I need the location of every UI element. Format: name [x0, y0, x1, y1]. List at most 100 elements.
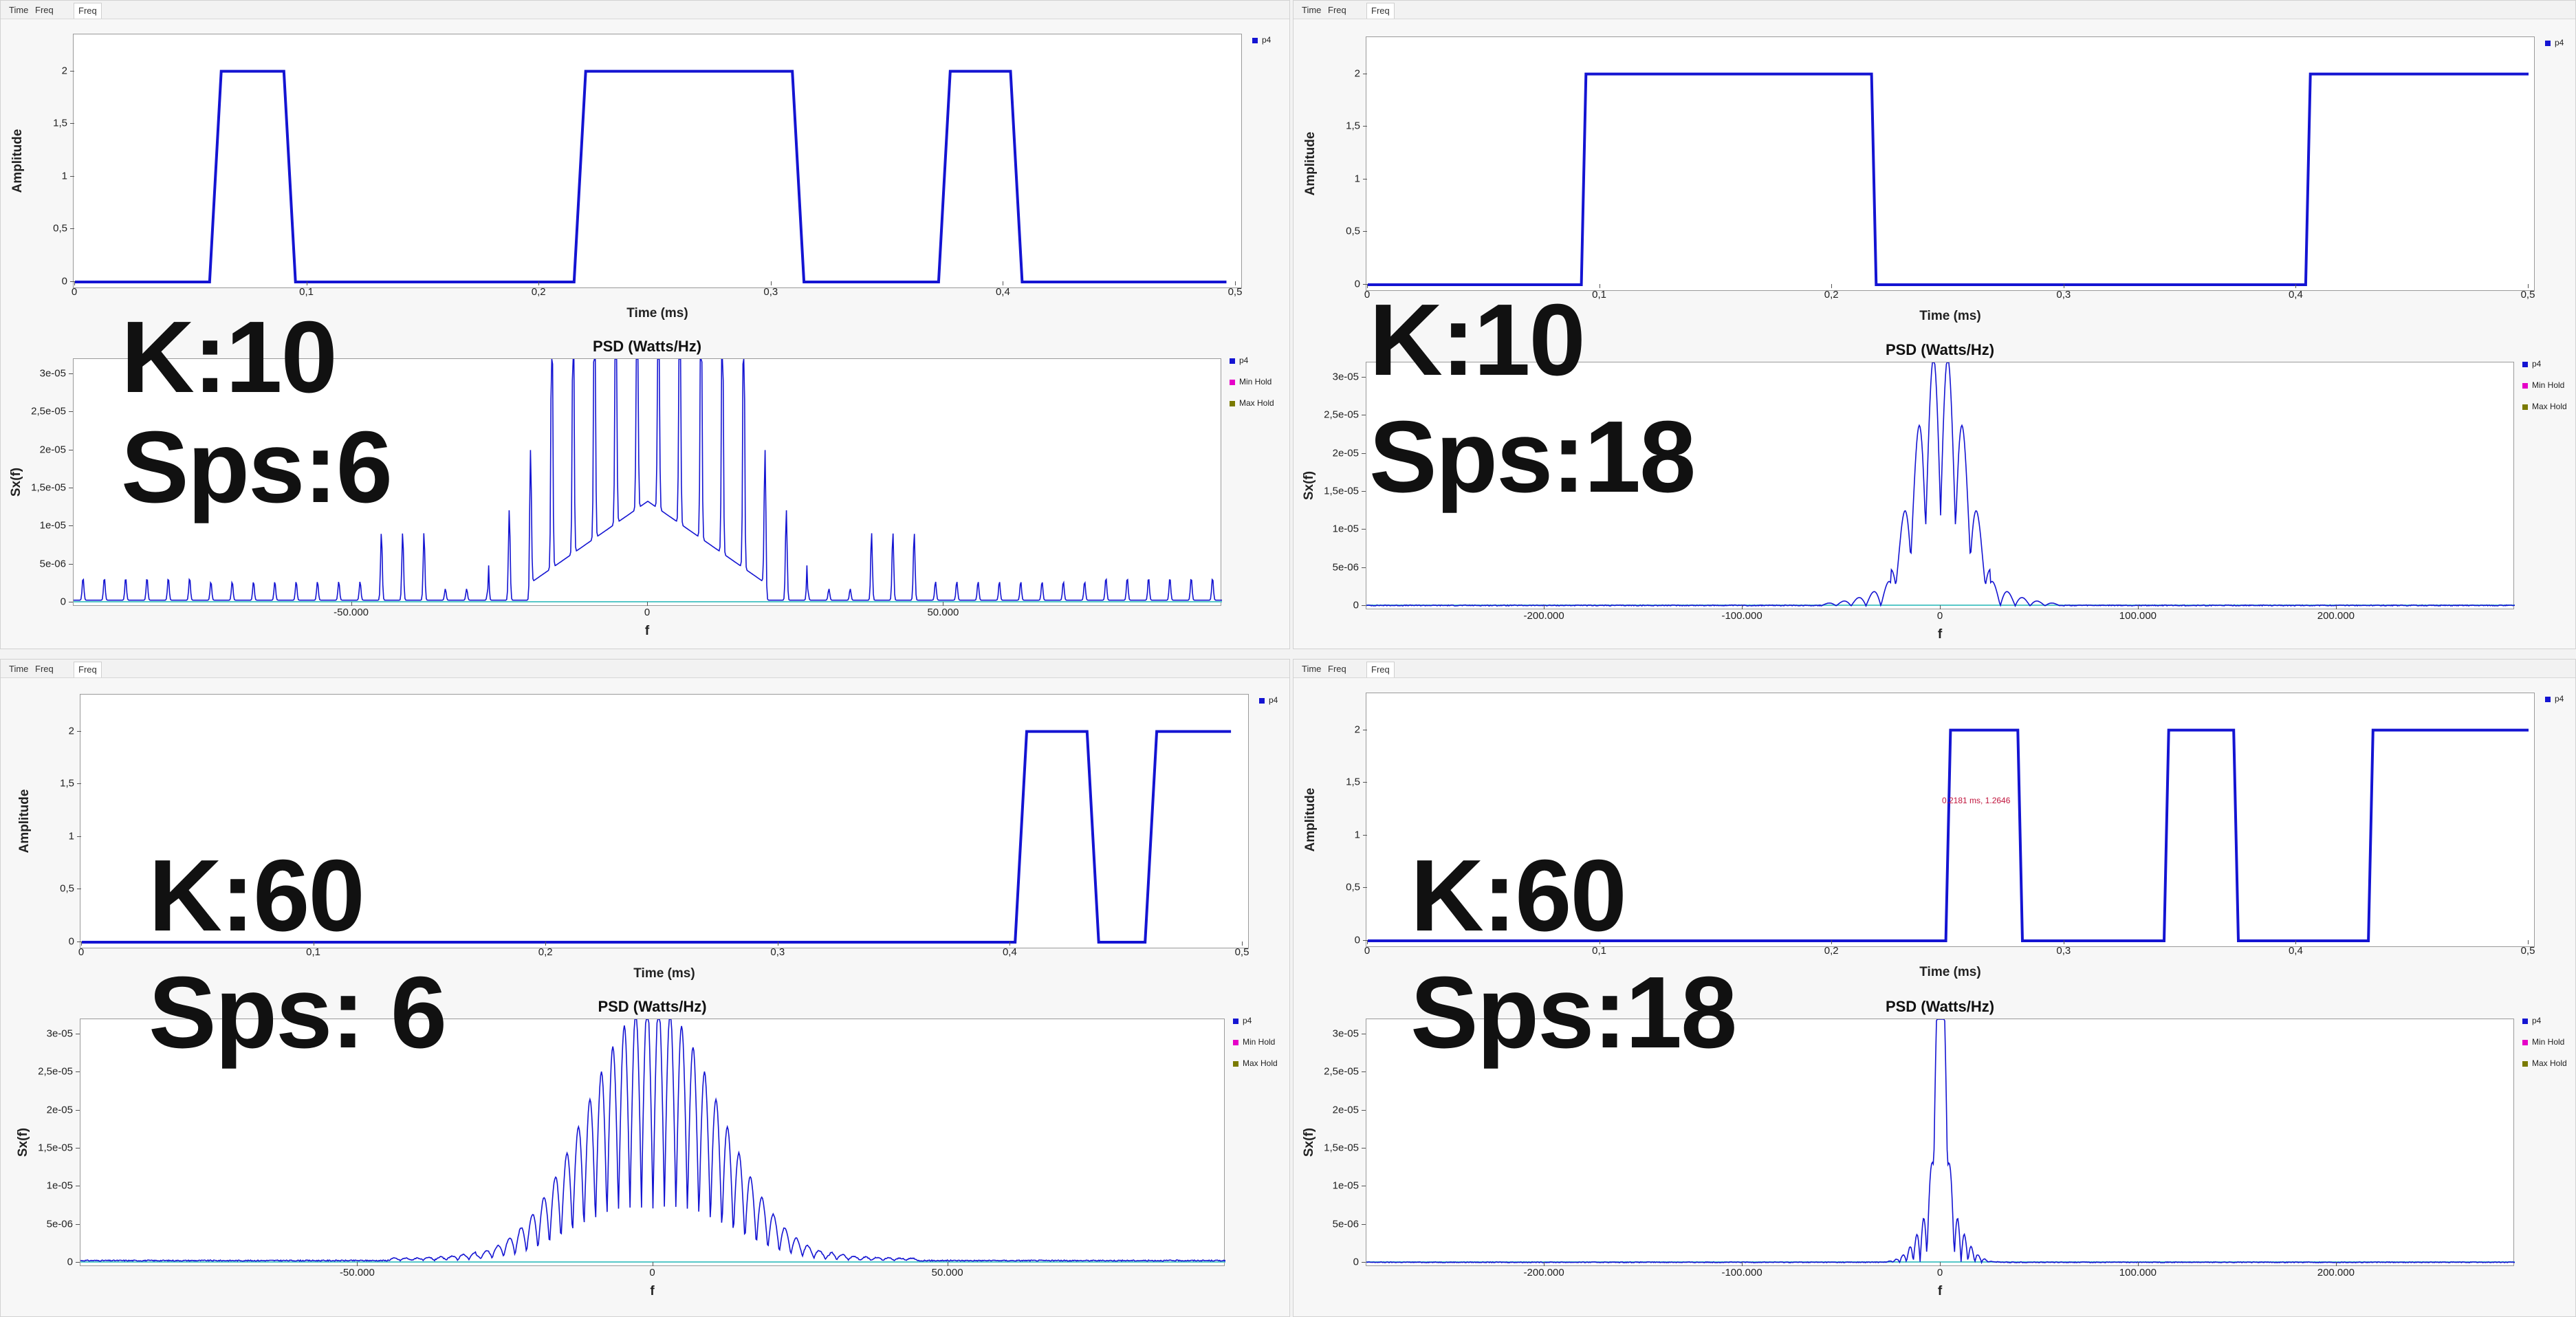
legend-item-min-hold[interactable]: Min Hold — [1233, 1037, 1278, 1047]
tab-freq[interactable]: Freq — [1328, 664, 1346, 674]
psd-plot-area[interactable] — [73, 358, 1222, 606]
legend-swatch-max-hold — [1230, 400, 1235, 406]
y-tick-label: 3e-05 — [39, 367, 66, 380]
psd-y-axis-label: Sx(f) — [1302, 470, 1316, 501]
tab-freq[interactable]: Freq — [1366, 3, 1395, 19]
x-tick-label: 50.000 — [931, 1267, 963, 1278]
y-tick-label: 5e-06 — [1332, 561, 1359, 574]
legend-item-p4[interactable]: p4 — [1259, 695, 1278, 705]
cursor-readout: 0.2181 ms, 1.2646 — [1942, 796, 2011, 805]
legend-item-p4[interactable]: p4 — [2545, 694, 2564, 704]
x-tick-mark — [1367, 940, 1368, 944]
y-tick-label: 0 — [1354, 934, 1360, 946]
time-x-axis-label: Time (ms) — [1919, 309, 1981, 323]
psd-title: PSD (Watts/Hz) — [1885, 341, 1995, 358]
tab-time[interactable]: Time — [1302, 5, 1322, 15]
y-tick-label: 0 — [67, 1256, 73, 1268]
time-plot-area[interactable] — [1366, 693, 2535, 947]
overlay-k-label: K:10 — [121, 301, 338, 414]
x-tick-mark — [770, 281, 772, 285]
time-plot-area[interactable] — [1366, 36, 2535, 291]
y-tick-mark — [1363, 782, 1367, 783]
x-tick-label: 0,2 — [1824, 289, 1839, 301]
y-tick-label: 1,5e-05 — [1324, 485, 1359, 497]
tab-freq[interactable]: Freq — [35, 5, 54, 15]
y-tick-mark — [76, 1223, 80, 1225]
y-tick-label: 0 — [68, 935, 74, 948]
x-tick-label: 0,5 — [2520, 289, 2535, 301]
x-tick-label: 0,3 — [770, 946, 785, 958]
psd-plot-svg — [1366, 362, 2515, 608]
tab-bar: Time Freq Freq — [1294, 1, 2575, 19]
legend-item-max-hold[interactable]: Max Hold — [1230, 398, 1274, 408]
psd-plot-area[interactable] — [80, 1019, 1225, 1266]
y-tick-mark — [76, 1071, 80, 1073]
series-p4-trace — [82, 730, 1232, 944]
legend-label-min-hold: Min Hold — [2532, 380, 2565, 390]
x-tick-label: 200.000 — [2317, 610, 2355, 622]
y-tick-label: 2e-05 — [1332, 1104, 1359, 1116]
legend-swatch-max-hold — [1233, 1060, 1238, 1067]
y-tick-mark — [70, 70, 74, 72]
legend-swatch-p4 — [2545, 696, 2551, 702]
overlay-sps-label: Sps:18 — [1369, 400, 1696, 514]
legend-label-min-hold: Min Hold — [1239, 377, 1272, 387]
time-plot-area[interactable] — [80, 694, 1249, 948]
tab-time[interactable]: Time — [1302, 664, 1322, 674]
legend-item-max-hold[interactable]: Max Hold — [1233, 1058, 1278, 1068]
tab-freq[interactable]: Freq — [35, 664, 54, 674]
psd-plot-svg — [74, 359, 1222, 602]
legend-item-p4[interactable]: p4 — [1233, 1016, 1278, 1025]
legend-item-p4[interactable]: p4 — [2522, 359, 2567, 369]
x-tick-mark — [2528, 940, 2529, 944]
y-tick-label: 0,5 — [1346, 225, 1360, 237]
display-panel: Time Freq Freq 0 0,1 0,2 0,3 0,4 0,5 0 0,5 1 1,5 2 Amp… — [1293, 0, 2576, 649]
y-tick-label: 2 — [1354, 67, 1360, 80]
y-tick-mark — [1363, 887, 1367, 889]
legend-item-min-hold[interactable]: Min Hold — [2522, 380, 2567, 390]
x-tick-label: 0 — [649, 1267, 655, 1278]
y-tick-label: 2,5e-05 — [1324, 409, 1359, 421]
legend-item-p4[interactable]: p4 — [1252, 35, 1271, 45]
tab-freq[interactable]: Freq — [74, 3, 102, 19]
x-tick-mark — [545, 942, 547, 946]
y-tick-mark — [77, 730, 81, 732]
legend-item-p4[interactable]: p4 — [2522, 1016, 2567, 1025]
legend-item-min-hold[interactable]: Min Hold — [1230, 377, 1274, 387]
legend-item-max-hold[interactable]: Max Hold — [2522, 402, 2567, 411]
legend-item-p4[interactable]: p4 — [1230, 356, 1274, 365]
overlay-k-label: K:10 — [1369, 283, 1586, 397]
psd-plot-area[interactable] — [1366, 1019, 2515, 1266]
tab-freq[interactable]: Freq — [1328, 5, 1346, 15]
psd-title: PSD (Watts/Hz) — [1885, 998, 1995, 1015]
x-tick-mark — [2137, 1262, 2139, 1266]
tab-freq[interactable]: Freq — [74, 662, 102, 677]
tab-freq[interactable]: Freq — [1366, 662, 1395, 677]
legend-label-max-hold: Max Hold — [2532, 1058, 2567, 1068]
overlay-sps-label: Sps:6 — [121, 411, 393, 524]
y-tick-mark — [1362, 1109, 1366, 1111]
x-tick-label: 0,3 — [763, 286, 778, 298]
y-tick-label: 0 — [1354, 278, 1360, 290]
tab-bar: Time Freq Freq — [1, 1, 1289, 19]
x-tick-mark — [1009, 942, 1011, 946]
psd-x-axis-label: f — [644, 624, 650, 638]
y-tick-mark — [77, 836, 81, 837]
tab-time[interactable]: Time — [9, 664, 29, 674]
y-tick-label: 2,5e-05 — [38, 1065, 73, 1078]
x-tick-mark — [1742, 605, 1743, 609]
time-y-axis-label: Amplitude — [17, 789, 32, 853]
x-tick-mark — [2335, 605, 2337, 609]
y-tick-mark — [1363, 834, 1367, 836]
x-tick-mark — [1235, 281, 1236, 285]
time-plot-area[interactable] — [73, 34, 1242, 288]
y-tick-mark — [1362, 377, 1366, 378]
legend-item-min-hold[interactable]: Min Hold — [2522, 1037, 2567, 1047]
legend-swatch-p4 — [1233, 1018, 1238, 1024]
legend-item-max-hold[interactable]: Max Hold — [2522, 1058, 2567, 1068]
tab-time[interactable]: Time — [9, 5, 29, 15]
legend-item-p4[interactable]: p4 — [2545, 38, 2564, 47]
legend-label-p4: p4 — [2555, 38, 2564, 47]
y-tick-mark — [1363, 284, 1367, 285]
psd-plot-area[interactable] — [1366, 362, 2515, 609]
